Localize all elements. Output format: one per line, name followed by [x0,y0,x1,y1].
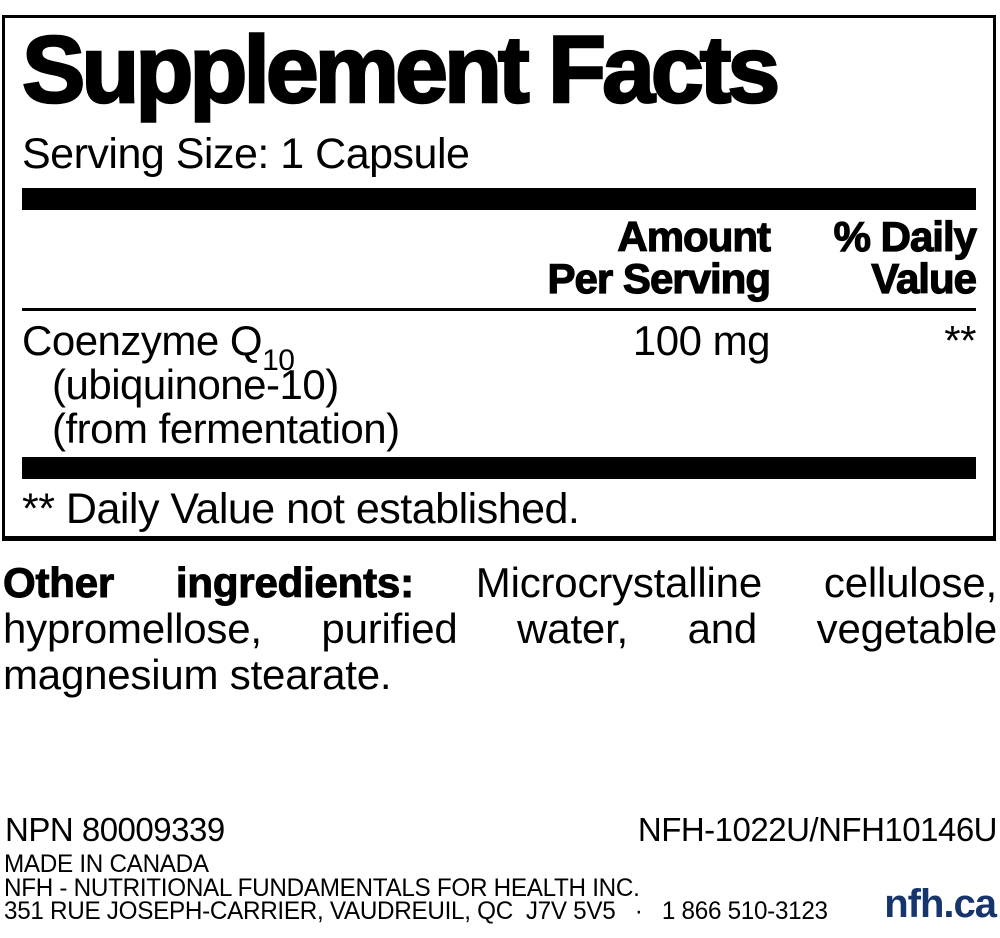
amount-per-serving-header: Amount Per Serving [547,213,772,302]
daily-value-footnote: ** Daily Value not established. [22,485,580,533]
divider-bar-bottom [22,457,976,479]
nutrient-name: Coenzyme Q10 [22,317,295,378]
percent-daily-value-header: % Daily Value [833,213,978,302]
nutrient-daily-value: ** [944,317,976,364]
other-ingredients-label: Other ingredients: [3,559,415,606]
registration-row: NPN 80009339 NFH-1022U/NFH10146U [5,811,998,848]
other-ingredients-line-1: Other ingredients: Microcrystalline cell… [3,559,998,606]
nutrient-detail-2: (from fermentation) [52,405,400,452]
made-in-canada: MADE IN CANADA [4,850,209,878]
product-code: NFH-1022U/NFH10146U [637,811,998,848]
npn-number: NPN 80009339 [5,811,225,848]
website-link[interactable]: nfh.ca [884,882,997,926]
divider-bar-top [22,188,976,210]
company-address: 351 RUE JOSEPH-CARRIER, VAUDREUIL, QC J7… [4,897,828,925]
column-headers: Amount Per Serving % Daily Value [22,213,978,302]
other-ingredients-line-3: magnesium stearate. [3,651,392,698]
nutrient-row: Coenzyme Q10 (ubiquinone-10) (from ferme… [22,311,976,457]
company-name: NFH - NUTRITIONAL FUNDAMENTALS FOR HEALT… [4,874,640,902]
nutrient-detail-1: (ubiquinone-10) [52,361,339,408]
serving-size: Serving Size: 1 Capsule [22,130,470,178]
other-ingredients-line-1-text: Microcrystalline cellulose, [475,559,997,606]
other-ingredients-line-2: hypromellose, purified water, and vegeta… [3,605,997,652]
panel-title: Supplement Facts [21,17,782,123]
other-ingredients: Other ingredients: Microcrystalline cell… [0,559,1000,698]
nutrient-name-subscript: 10 [262,344,295,378]
nutrient-amount: 100 mg [632,317,771,364]
supplement-facts-panel: Supplement Facts Serving Size: 1 Capsule… [2,15,996,541]
header-rule [22,308,976,311]
